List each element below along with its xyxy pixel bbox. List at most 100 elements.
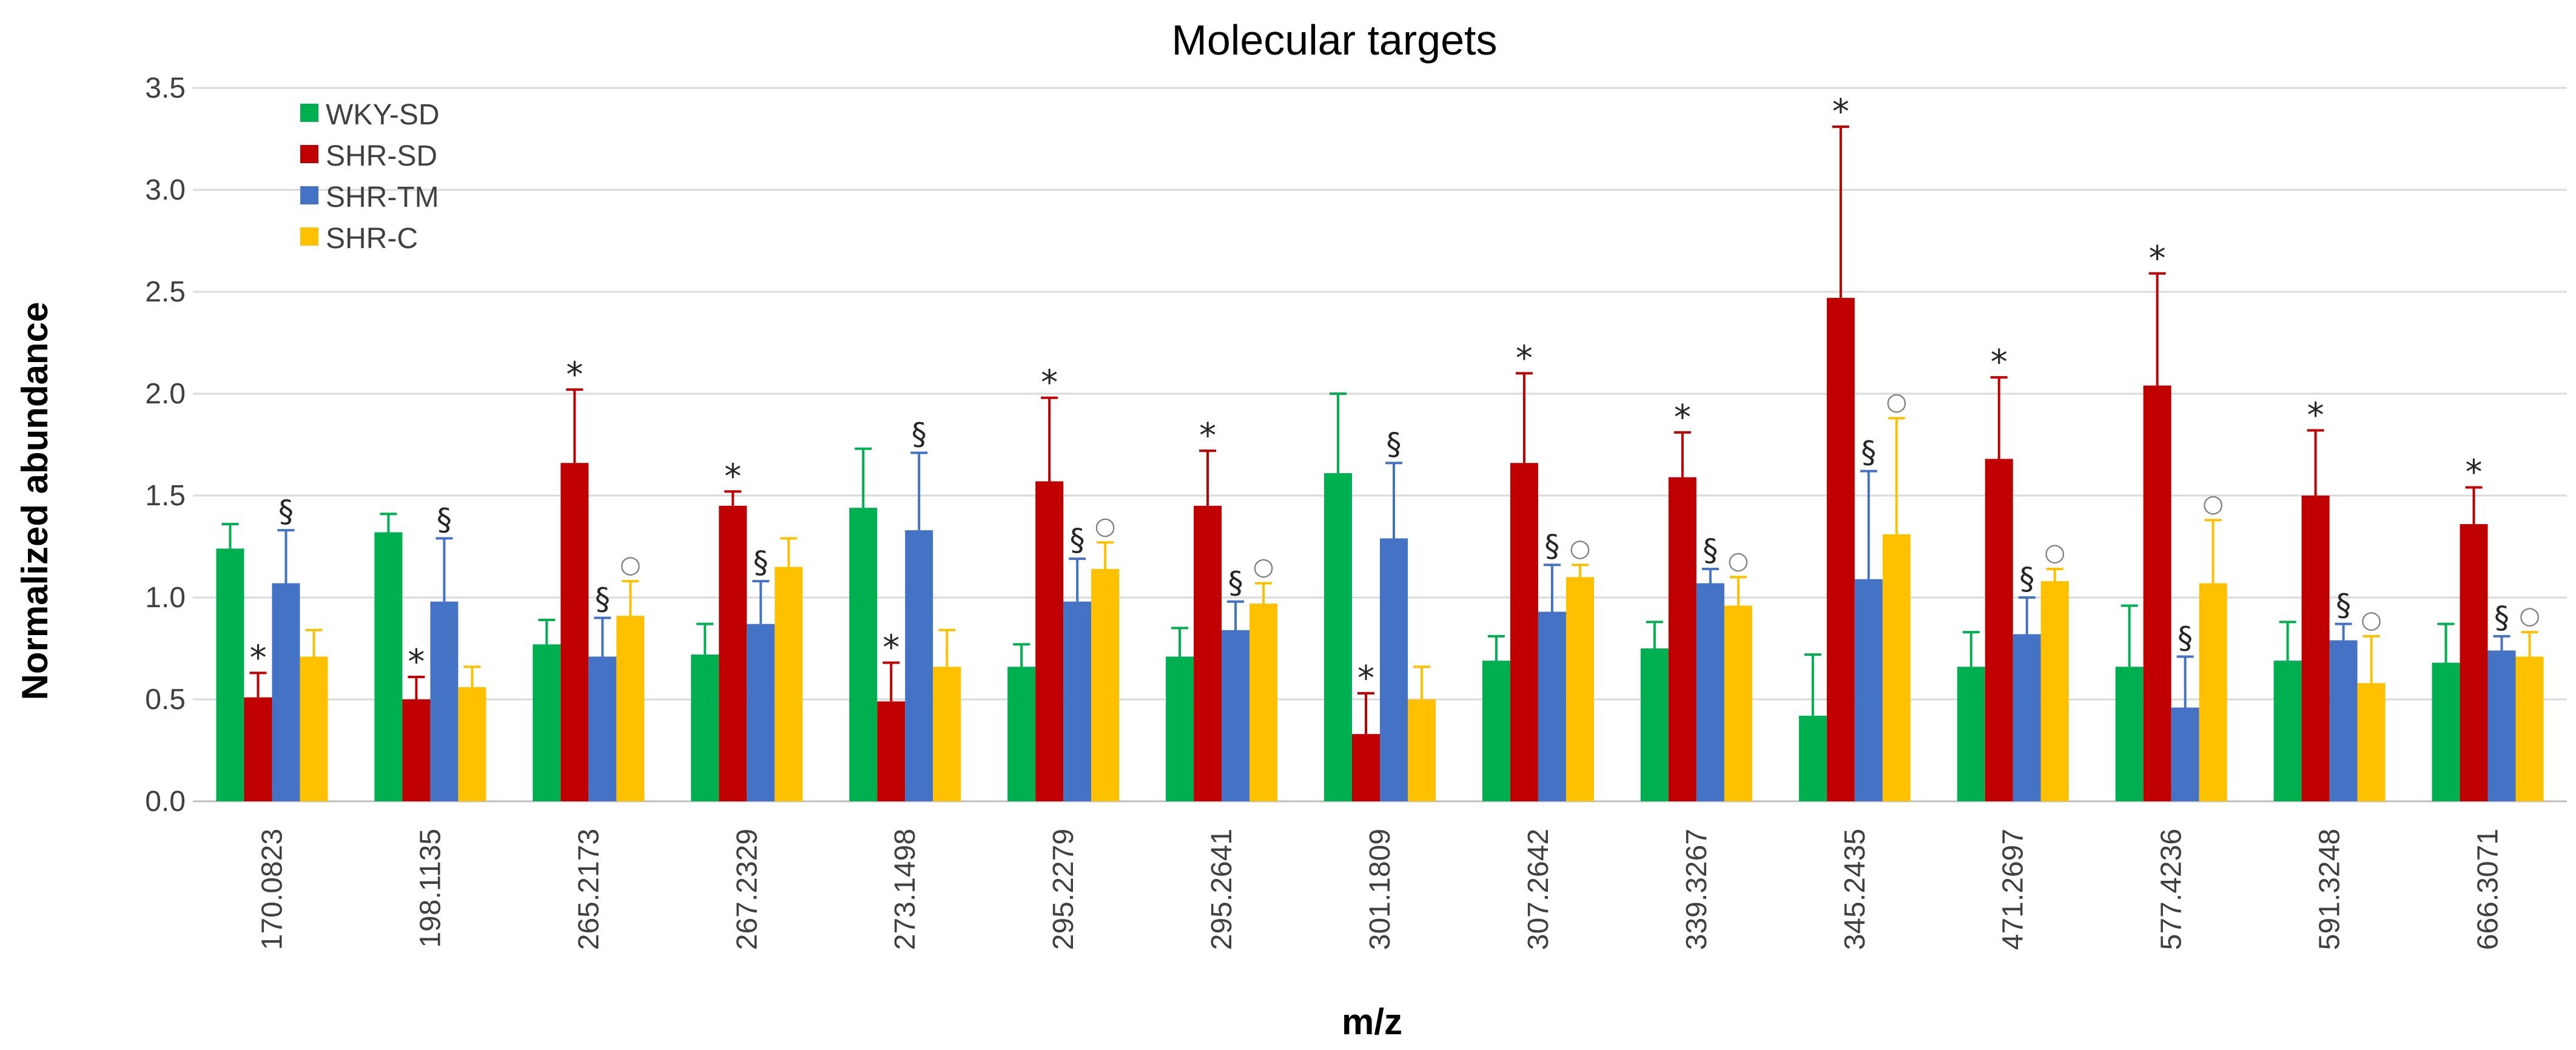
significance-circle: ○	[2044, 539, 2065, 567]
significance-star: *	[1041, 363, 1058, 403]
bars: * * * * * * * * * * * * * * * § § § § § § § § § § § § § § § ○ ○ ○ ○ ○ ○ ○ ○ ○ ○	[216, 92, 2544, 802]
y-tick-label: 0.5	[145, 684, 186, 716]
significance-star: *	[724, 457, 741, 496]
bar	[2357, 683, 2386, 801]
y-tick-label: 3.0	[145, 174, 186, 206]
bar	[1091, 568, 1120, 801]
bar	[877, 701, 906, 801]
bar	[1035, 481, 1064, 801]
y-tick-label: 3.5	[145, 72, 186, 104]
significance-star: *	[2466, 453, 2483, 493]
x-tick-label: 170.0823	[256, 829, 288, 950]
chart-title: Molecular targets	[1172, 16, 1498, 64]
significance-star: *	[249, 638, 266, 678]
x-tick-label: 301.1809	[1364, 829, 1396, 950]
bar	[849, 508, 878, 801]
significance-circle: ○	[620, 551, 641, 579]
bar	[2432, 662, 2460, 801]
significance-circle: ○	[2361, 606, 2382, 634]
bar	[2013, 634, 2041, 801]
bar	[560, 463, 589, 801]
bar	[2329, 640, 2358, 801]
series-wky-sd	[216, 392, 2460, 801]
bar	[588, 656, 617, 801]
bar	[1063, 601, 1092, 801]
bar	[1724, 605, 1752, 801]
bar	[616, 616, 645, 801]
bar	[1565, 577, 1594, 801]
legend-label: WKY-SD	[326, 99, 440, 131]
significance-circle: ○	[1727, 547, 1749, 574]
bar	[1882, 534, 1911, 801]
y-tick-label: 1.5	[145, 480, 186, 512]
significance-section: §	[595, 582, 610, 617]
series-shr-sd: * * * * * * * * * * * * * * *	[244, 92, 2488, 802]
significance-section: §	[437, 502, 452, 537]
bar	[1408, 699, 1436, 801]
significance-section: §	[912, 416, 927, 451]
bar	[272, 583, 300, 801]
bar	[1826, 298, 1855, 802]
bar	[1249, 604, 1278, 801]
significance-star: *	[1199, 416, 1216, 456]
bar	[747, 624, 775, 801]
significance-circle: ○	[1095, 512, 1116, 540]
significance-section: §	[753, 545, 768, 580]
y-axis-title: Normalized abundance	[15, 302, 55, 701]
bar	[1798, 715, 1827, 801]
bar	[374, 532, 403, 801]
series-shr-c: ○ ○ ○ ○ ○ ○ ○ ○ ○ ○	[300, 388, 2544, 801]
x-tick-label: 307.2642	[1522, 829, 1555, 950]
bar	[1324, 473, 1352, 801]
significance-circle: ○	[2202, 490, 2224, 517]
significance-circle: ○	[1253, 553, 1274, 581]
significance-star: *	[566, 355, 583, 394]
legend-swatch	[300, 186, 318, 204]
significance-section: §	[1070, 522, 1085, 557]
x-tick-label: 666.3071	[2472, 829, 2504, 950]
bar	[2460, 524, 2488, 801]
significance-star: *	[1674, 398, 1691, 437]
significance-star: *	[2307, 395, 2324, 435]
bar	[533, 644, 561, 801]
legend-swatch	[300, 104, 318, 122]
series-shr-tm: § § § § § § § § § § § § § § §	[272, 416, 2516, 801]
x-axis-tick-labels: 170.0823 198.1135 265.2173 267.2329 273.1498…	[256, 829, 2504, 950]
bar	[1380, 538, 1408, 801]
significance-section: §	[2019, 561, 2034, 596]
significance-star: *	[1357, 659, 1374, 698]
significance-section: §	[1228, 565, 1243, 601]
significance-star: *	[1516, 338, 1533, 378]
bar	[244, 697, 272, 801]
significance-circle: ○	[1886, 388, 1907, 416]
bar	[1166, 656, 1194, 801]
x-tick-label: 265.2173	[573, 829, 605, 950]
x-tick-label: 339.3267	[1681, 829, 1713, 950]
significance-star: *	[2149, 239, 2166, 278]
bar	[1957, 667, 1985, 801]
legend-label: SHR-C	[326, 223, 418, 255]
bar	[933, 667, 961, 801]
bar	[1538, 611, 1566, 801]
bar	[2487, 650, 2516, 801]
bar	[719, 505, 747, 801]
bar	[1854, 579, 1883, 801]
bar	[775, 567, 803, 801]
significance-section: §	[1703, 533, 1718, 568]
bar	[691, 655, 719, 801]
bar	[1668, 477, 1697, 801]
significance-star: *	[408, 642, 425, 682]
bar	[2143, 385, 2171, 801]
legend-label: SHR-TM	[326, 181, 439, 214]
y-axis-ticks: 0.0 0.5 1.0 1.5 2.0 2.5 3.0 3.5	[145, 72, 186, 818]
significance-star: *	[883, 628, 900, 668]
bar	[1640, 648, 1669, 801]
bar	[1222, 630, 1250, 801]
x-tick-label: 577.4236	[2156, 829, 2188, 950]
y-tick-label: 1.0	[145, 582, 186, 614]
significance-star: *	[1832, 92, 1849, 132]
bar	[1985, 459, 2013, 801]
bar	[1352, 734, 1380, 801]
bar	[430, 601, 459, 801]
